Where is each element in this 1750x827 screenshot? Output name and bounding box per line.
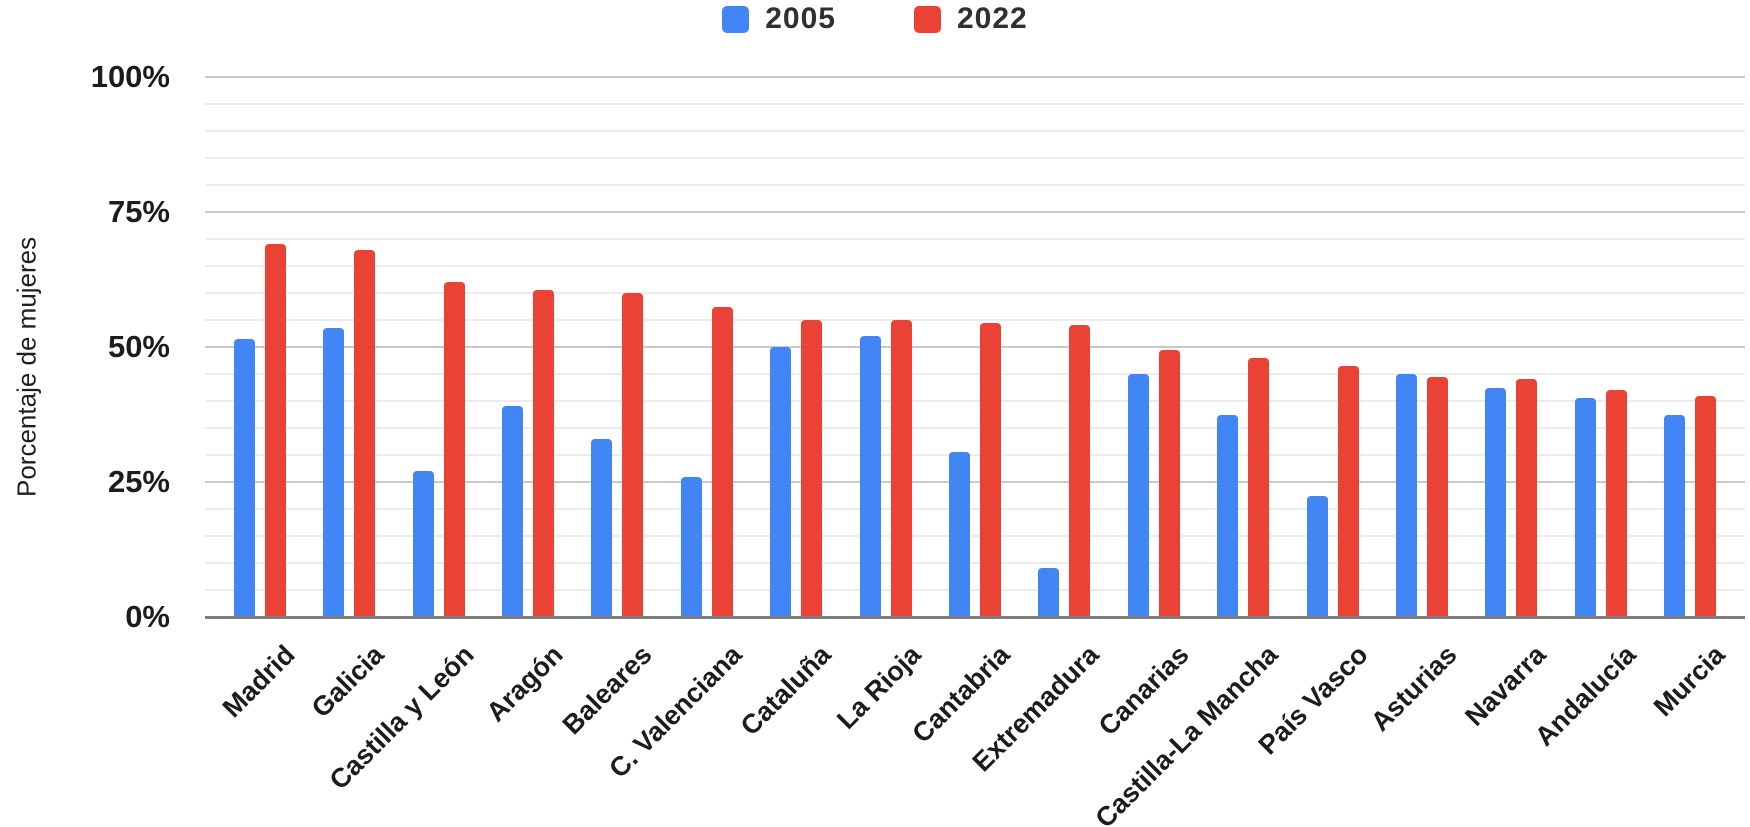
minor-gridline-65 <box>205 265 1745 267</box>
bar-2022-Navarra <box>1516 379 1538 617</box>
bar-2022-Andalucía <box>1605 390 1627 617</box>
minor-gridline-10 <box>205 562 1745 564</box>
bar-2022-Canarias <box>1158 349 1180 617</box>
minor-gridline-40 <box>205 400 1745 402</box>
minor-gridline-5 <box>205 589 1745 591</box>
bar-group-Galicia <box>323 77 376 617</box>
bar-2005-Aragón <box>501 406 523 617</box>
minor-gridline-90 <box>205 130 1745 132</box>
bar-group-Extremadura <box>1038 77 1091 617</box>
minor-gridline-85 <box>205 157 1745 159</box>
y-axis-title: Porcentaje de mujeres <box>11 236 42 498</box>
bar-2022-Asturias <box>1426 376 1448 617</box>
bar-2022-Baleares <box>622 293 644 617</box>
legend-item-2022: 2022 <box>914 2 1028 36</box>
bar-2005-C. Valenciana <box>680 476 702 617</box>
bar-2005-País Vasco <box>1306 495 1328 617</box>
minor-gridline-80 <box>205 184 1745 186</box>
bar-2005-Baleares <box>591 438 613 617</box>
legend-swatch-2022 <box>914 5 941 33</box>
bar-2005-Cataluña <box>770 347 792 617</box>
y-tick-50: 50% <box>107 329 170 364</box>
bar-2005-Andalucía <box>1574 398 1596 617</box>
minor-gridline-15 <box>205 535 1745 537</box>
bar-group-Canarias <box>1127 77 1180 617</box>
minor-gridline-45 <box>205 373 1745 375</box>
bar-group-País Vasco <box>1306 77 1359 617</box>
bar-group-Aragón <box>501 77 554 617</box>
bar-group-Cantabria <box>948 77 1001 617</box>
bar-2005-La Rioja <box>859 336 881 617</box>
bar-2005-Castilla-La Mancha <box>1217 414 1239 617</box>
bar-2005-Cantabria <box>948 452 970 617</box>
bar-group-Castilla-La Mancha <box>1217 77 1270 617</box>
bar-2022-Murcia <box>1695 395 1717 617</box>
legend: 2005 2022 <box>0 2 1750 36</box>
legend-swatch-2005 <box>722 5 750 33</box>
bar-2022-Madrid <box>264 244 286 617</box>
y-tick-25: 25% <box>107 464 170 499</box>
bar-2022-Aragón <box>532 290 554 617</box>
bar-2022-Extremadura <box>1069 325 1091 617</box>
y-tick-0: 0% <box>125 599 170 634</box>
bar-2022-C. Valenciana <box>711 306 733 617</box>
bar-2005-Canarias <box>1127 374 1149 617</box>
minor-gridline-60 <box>205 292 1745 294</box>
bar-group-La Rioja <box>859 77 912 617</box>
bar-2005-Extremadura <box>1038 568 1060 617</box>
minor-gridline-20 <box>205 508 1745 510</box>
minor-gridline-30 <box>205 454 1745 456</box>
major-gridline-75 <box>205 211 1745 213</box>
minor-gridline-70 <box>205 238 1745 240</box>
bar-series-container <box>205 77 1745 617</box>
bar-group-Navarra <box>1485 77 1538 617</box>
bar-2005-Madrid <box>233 338 255 617</box>
bar-group-Asturias <box>1395 77 1448 617</box>
minor-gridline-35 <box>205 427 1745 429</box>
bar-2022-Galicia <box>354 249 376 617</box>
bar-group-Cataluña <box>770 77 823 617</box>
legend-item-2005: 2005 <box>722 2 836 36</box>
bar-2005-Galicia <box>323 328 345 617</box>
bar-group-Castilla y León <box>412 77 465 617</box>
y-tick-100: 100% <box>90 59 170 94</box>
legend-label: 2005 <box>765 2 836 35</box>
bar-group-C. Valenciana <box>680 77 733 617</box>
bar-2022-Castilla y León <box>443 282 465 617</box>
bar-2022-Cataluña <box>801 320 823 617</box>
bar-group-Murcia <box>1664 77 1717 617</box>
y-tick-75: 75% <box>107 194 170 229</box>
bar-2022-La Rioja <box>890 320 912 617</box>
minor-gridline-55 <box>205 319 1745 321</box>
bar-2005-Castilla y León <box>412 471 434 617</box>
x-axis-line <box>205 616 1745 619</box>
major-gridline-25 <box>205 481 1745 483</box>
bar-2022-Castilla-La Mancha <box>1248 357 1270 617</box>
bar-group-Madrid <box>233 77 286 617</box>
major-gridline-100 <box>205 76 1745 78</box>
bar-2005-Asturias <box>1395 374 1417 617</box>
bar-2022-País Vasco <box>1337 365 1359 617</box>
major-gridline-50 <box>205 346 1745 348</box>
legend-label: 2022 <box>957 2 1028 35</box>
bar-2022-Cantabria <box>979 322 1001 617</box>
bar-group-Baleares <box>591 77 644 617</box>
plot-area <box>205 76 1745 619</box>
bar-2005-Navarra <box>1485 387 1507 617</box>
minor-gridline-95 <box>205 103 1745 105</box>
bar-2005-Murcia <box>1664 414 1686 617</box>
bar-group-Andalucía <box>1574 77 1627 617</box>
